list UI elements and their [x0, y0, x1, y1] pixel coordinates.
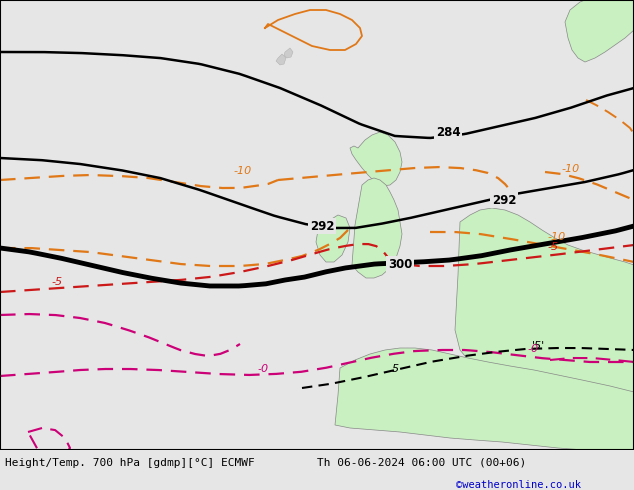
- Text: 292: 292: [492, 194, 517, 206]
- Polygon shape: [455, 208, 634, 450]
- Text: 284: 284: [436, 125, 461, 139]
- Text: -10: -10: [562, 164, 580, 174]
- Polygon shape: [335, 348, 634, 450]
- Text: Height/Temp. 700 hPa [gdmp][°C] ECMWF: Height/Temp. 700 hPa [gdmp][°C] ECMWF: [5, 458, 255, 468]
- Text: 5: 5: [392, 364, 399, 374]
- Text: -5: -5: [52, 277, 63, 287]
- Polygon shape: [284, 48, 293, 58]
- Polygon shape: [352, 178, 402, 278]
- Text: 300: 300: [388, 258, 412, 270]
- Text: -0: -0: [528, 344, 539, 354]
- Text: -10: -10: [548, 232, 566, 242]
- Text: '5': '5': [532, 341, 545, 351]
- Polygon shape: [350, 132, 402, 186]
- Polygon shape: [316, 215, 350, 262]
- Polygon shape: [276, 54, 286, 65]
- Text: 292: 292: [310, 220, 335, 232]
- Text: Th 06-06-2024 06:00 UTC (00+06): Th 06-06-2024 06:00 UTC (00+06): [317, 458, 526, 468]
- Text: -10: -10: [234, 166, 252, 176]
- Text: -5: -5: [548, 242, 559, 252]
- Polygon shape: [565, 0, 634, 62]
- Text: ©weatheronline.co.uk: ©weatheronline.co.uk: [456, 480, 581, 490]
- Text: -0: -0: [258, 364, 269, 374]
